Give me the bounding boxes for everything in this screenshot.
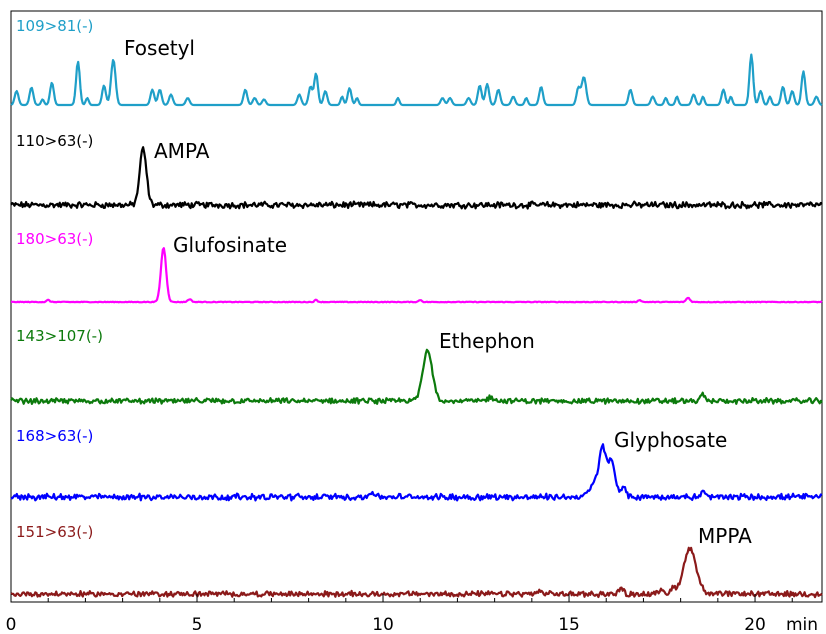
transition-label: 109>81(-) (16, 17, 93, 35)
x-tick-label: 0 (6, 615, 17, 634)
x-tick-label: 10 (372, 615, 394, 634)
x-tick-label: 5 (192, 615, 203, 634)
compound-label: MPPA (698, 524, 752, 548)
x-axis: 0 5 10 15 20 (6, 594, 793, 634)
transition-label: 180>63(-) (16, 230, 93, 248)
traces-layer: 109>81(-) Fosetyl 110>63(-) AMPA 180>63(-) Gl… (10, 17, 823, 599)
x-tick-label: 15 (558, 615, 580, 634)
transition-label: 143>107(-) (16, 327, 103, 345)
compound-label: Ethephon (439, 329, 535, 353)
compound-label: AMPA (154, 139, 210, 163)
trace-line-ampa (10, 146, 823, 210)
transition-label: 110>63(-) (16, 132, 93, 150)
compound-label: Fosetyl (124, 36, 195, 60)
transition-label: 151>63(-) (16, 523, 93, 541)
trace-line-fosetyl (10, 53, 823, 107)
trace-line-ethephon (10, 348, 823, 405)
compound-label: Glufosinate (173, 233, 287, 257)
compound-label: Glyphosate (614, 428, 727, 452)
x-axis-unit-label: min (786, 615, 818, 634)
x-tick-label: 20 (744, 615, 766, 634)
trace-line-glyphosate (10, 443, 823, 502)
trace-line-mppa (10, 546, 823, 599)
transition-label: 168>63(-) (16, 427, 93, 445)
plot-frame (10, 10, 823, 603)
trace-line-glufosinate (11, 247, 823, 304)
